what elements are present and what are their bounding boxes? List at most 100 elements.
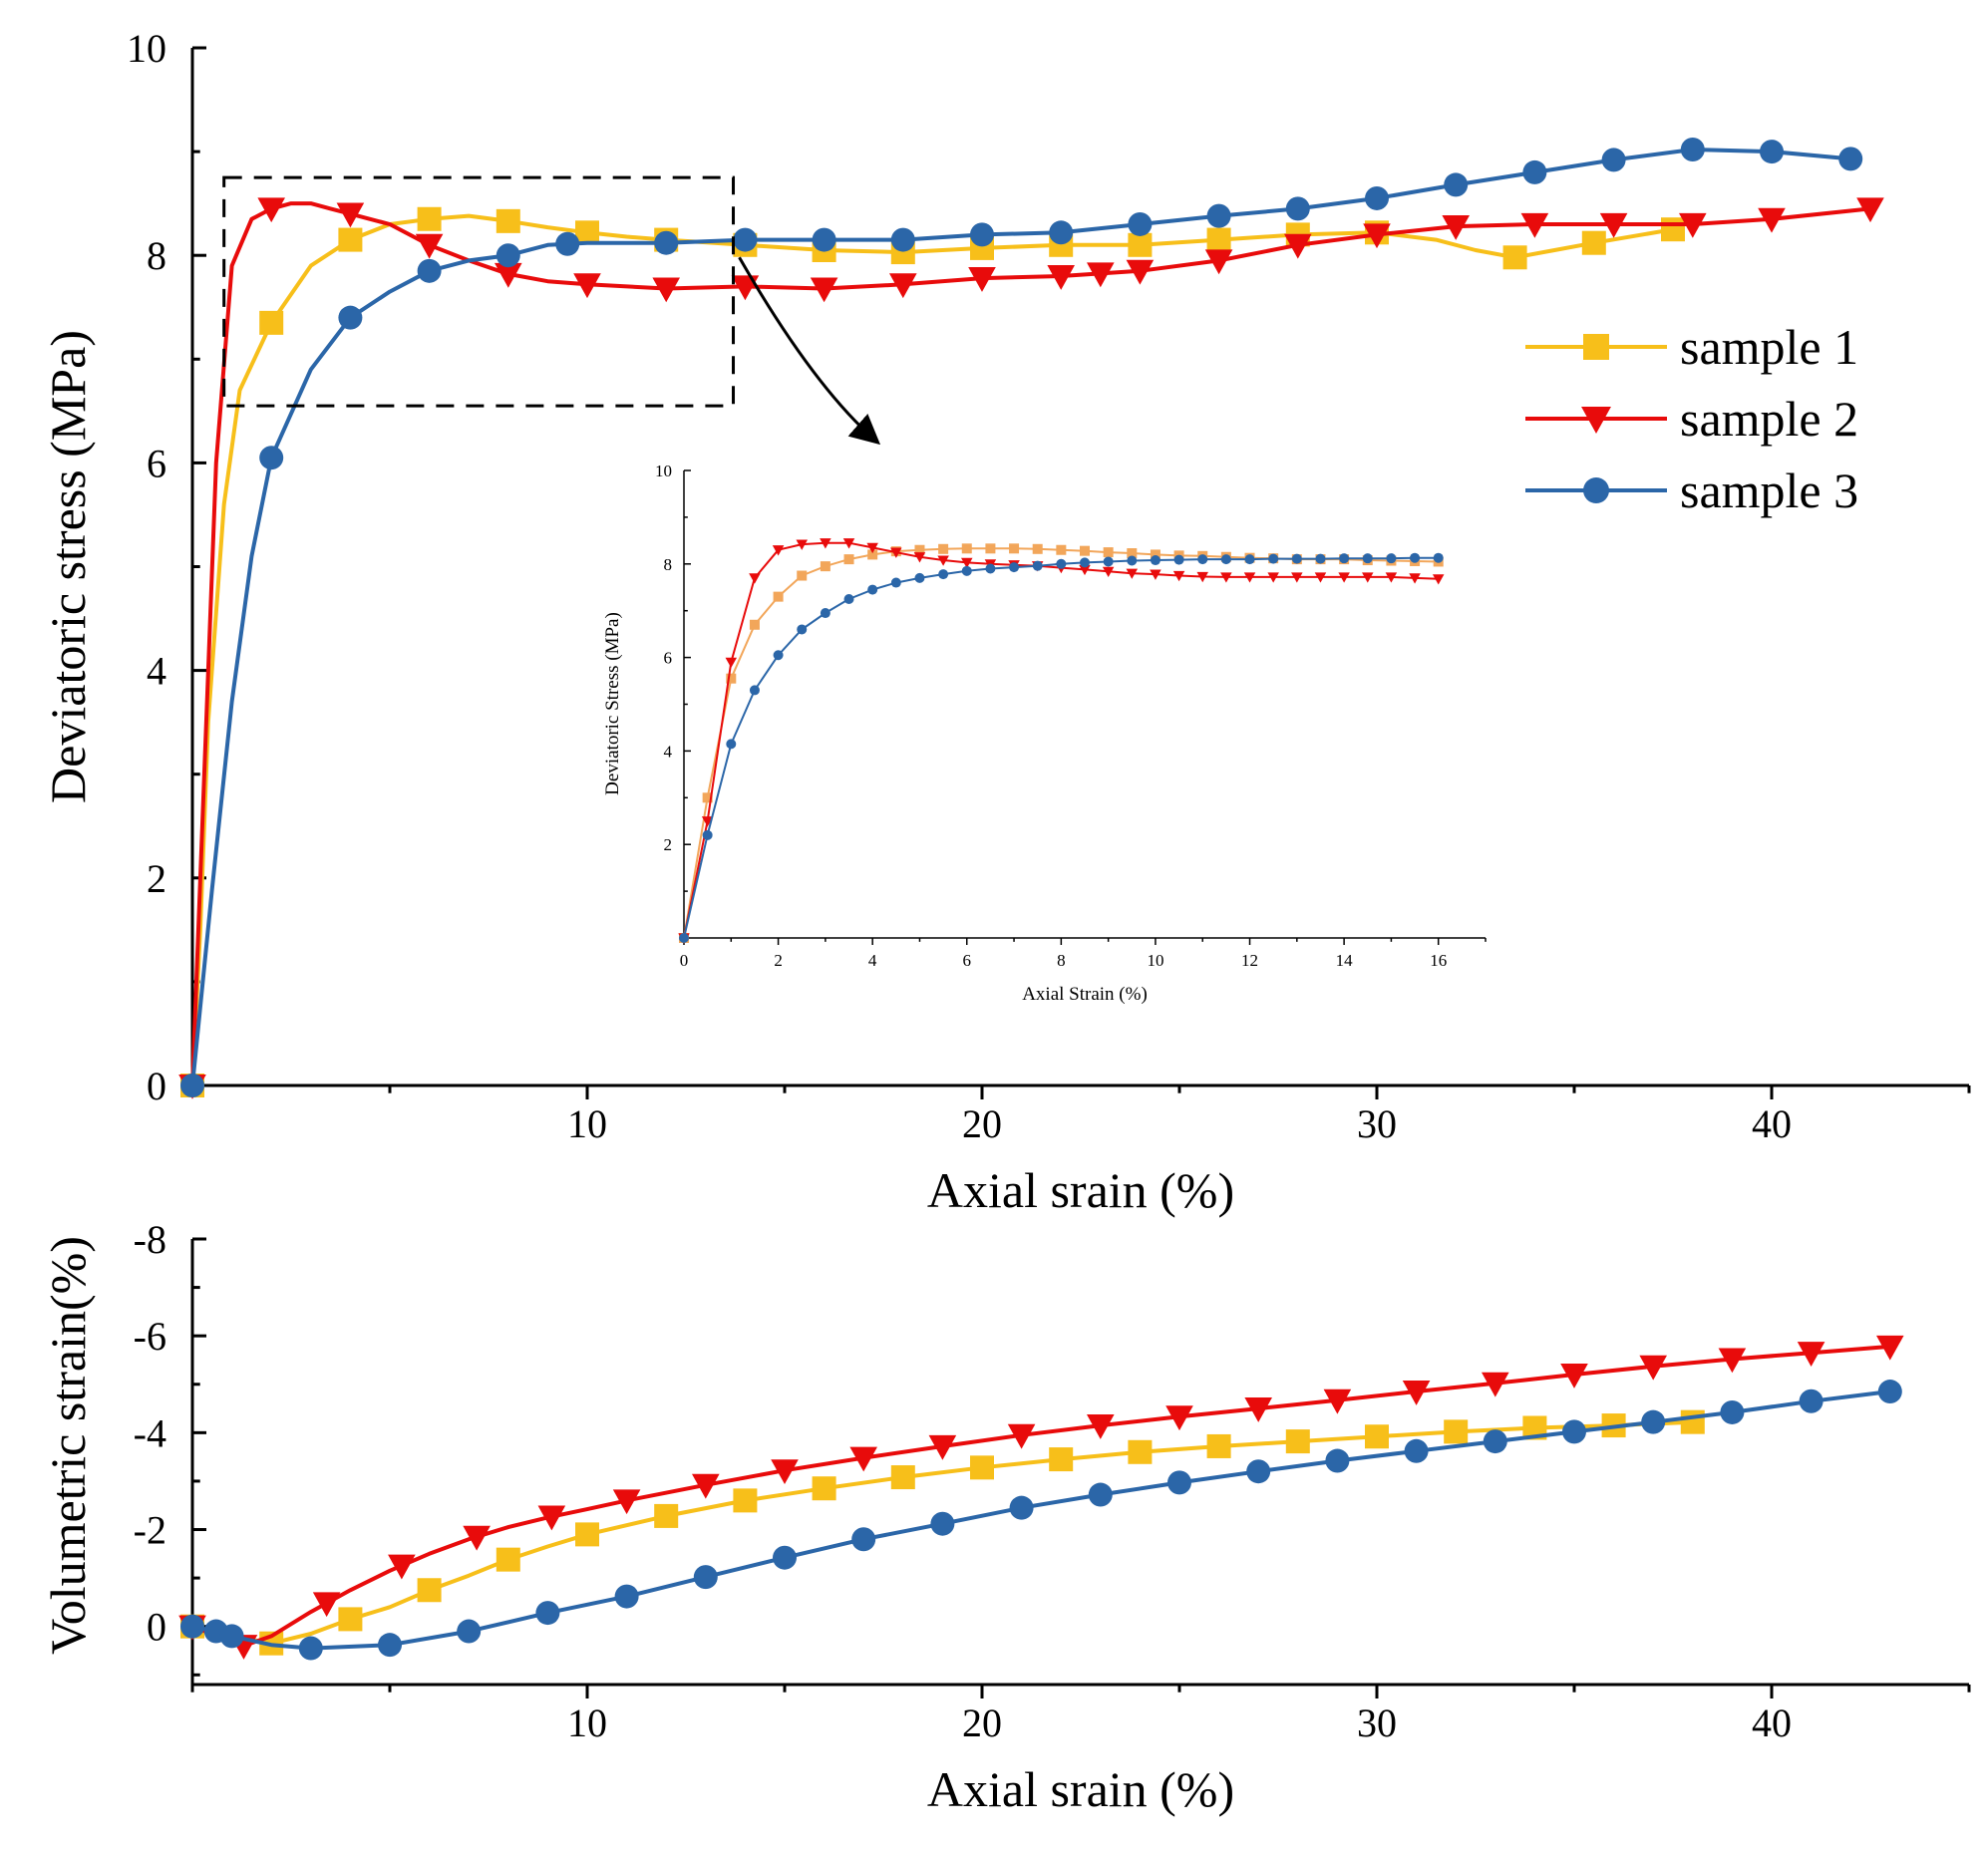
inset-point-sample-2	[1220, 572, 1232, 583]
inset-point-sample-3	[1339, 553, 1350, 564]
inset-point-sample-2	[1314, 572, 1327, 583]
bottom-point-sample-2	[1876, 1335, 1904, 1361]
main-point-sample-2	[1284, 233, 1312, 259]
bottom-point-sample-2	[312, 1592, 341, 1618]
bottom-point-sample-1	[1206, 1433, 1231, 1458]
inset-point-sample-2	[701, 816, 714, 827]
inset-point-sample-1	[1009, 543, 1020, 554]
inset-chart: 0 2 4 6 8 10 12 14 16 2 4 6 8 10 Axial Strain (%) Devia…	[594, 451, 1495, 1018]
inset-point-sample-2	[1243, 572, 1256, 583]
main-y-tick-label: 6	[147, 441, 166, 485]
main-point-sample-3	[812, 227, 836, 252]
bottom-point-sample-2	[388, 1554, 416, 1580]
main-point-sample-2	[1442, 215, 1470, 240]
inset-point-sample-3	[1056, 558, 1067, 569]
main-point-sample-2	[1679, 212, 1707, 238]
inset-y-tick-label: 10	[655, 462, 672, 480]
inset-point-sample-1	[1080, 545, 1090, 556]
main-point-sample-3	[338, 305, 363, 330]
inset-y-tick-label: 6	[664, 649, 673, 668]
inset-point-sample-3	[1386, 553, 1397, 564]
inset-point-sample-3	[1173, 554, 1184, 565]
bottom-point-sample-2	[463, 1525, 491, 1551]
inset-point-sample-2	[866, 542, 878, 554]
inset-point-sample-3	[1362, 553, 1373, 564]
bottom-point-sample-2	[849, 1446, 877, 1472]
inset-y-axis-title: Deviatoric Stress (MPa)	[602, 612, 623, 795]
inset-point-sample-2	[1196, 571, 1208, 583]
main-point-sample-3	[1760, 140, 1784, 164]
bottom-point-sample-3	[1167, 1470, 1191, 1495]
bottom-point-sample-1	[1128, 1439, 1153, 1464]
bottom-y-tick-label: -4	[134, 1410, 166, 1455]
main-point-sample-1	[417, 206, 442, 231]
inset-point-sample-3	[749, 685, 760, 696]
legend-label-sample-2: sample 2	[1680, 391, 1858, 447]
volumetric-chart: 10 20 30 40 -8 -6 -4 -2 0 Axial srain (%) Volumetr…	[40, 1217, 1971, 1817]
inset-point-sample-3	[914, 572, 925, 583]
inset-x-tick-label: 16	[1430, 951, 1447, 970]
main-point-sample-2	[889, 273, 917, 299]
inset-point-sample-2	[1338, 572, 1350, 583]
inset-x-axis-title: Axial Strain (%)	[1022, 984, 1148, 1005]
bottom-point-sample-3	[773, 1545, 797, 1570]
main-point-sample-3	[496, 243, 520, 268]
inset-point-sample-3	[820, 608, 830, 619]
inset-point-sample-1	[1127, 548, 1138, 559]
bottom-point-sample-1	[496, 1547, 520, 1572]
bottom-point-sample-2	[1165, 1405, 1193, 1431]
main-point-sample-2	[495, 262, 522, 288]
inset-point-sample-2	[1172, 570, 1185, 582]
bottom-y-tick-label: -6	[134, 1314, 166, 1359]
inset-point-sample-3	[961, 565, 972, 576]
inset-point-sample-2	[913, 552, 926, 563]
bottom-point-sample-3	[1641, 1409, 1666, 1434]
bottom-y-axis-title: Volumetric strain(%)	[40, 1236, 96, 1655]
bottom-point-sample-3	[1009, 1495, 1034, 1520]
bottom-point-sample-2	[1482, 1372, 1509, 1397]
bottom-point-sample-3	[378, 1633, 402, 1658]
main-point-sample-2	[1856, 197, 1884, 223]
inset-point-sample-1	[843, 554, 854, 565]
bottom-point-sample-3	[1483, 1429, 1507, 1454]
main-point-sample-2	[573, 273, 601, 299]
inset-point-sample-3	[1291, 553, 1302, 564]
inset-point-sample-1	[702, 792, 713, 803]
bottom-point-sample-3	[851, 1527, 876, 1552]
bottom-point-sample-3	[219, 1624, 244, 1649]
inset-point-sample-1	[820, 561, 830, 572]
bottom-series-line-sample-2	[191, 1344, 1890, 1649]
main-y-tick-label: 10	[127, 26, 166, 71]
main-point-sample-1	[496, 208, 520, 233]
main-point-sample-1	[1661, 217, 1685, 242]
main-y-tick-label: 8	[147, 233, 166, 278]
main-point-sample-3	[1049, 220, 1074, 245]
inset-point-sample-3	[1410, 552, 1421, 563]
bottom-y-tick-label: 0	[147, 1605, 166, 1650]
main-point-sample-3	[733, 227, 758, 252]
inset-y-tick-label: 8	[664, 555, 673, 574]
main-x-tick-label: 10	[567, 1101, 607, 1146]
main-point-sample-1	[1502, 245, 1527, 270]
main-point-sample-3	[1601, 148, 1626, 172]
inset-point-sample-2	[937, 555, 949, 566]
main-point-sample-2	[1758, 207, 1786, 233]
inset-point-sample-3	[726, 739, 737, 750]
inset-point-sample-1	[914, 544, 925, 555]
inset-point-sample-2	[1409, 573, 1421, 584]
legend-marker-sample-2	[1581, 407, 1611, 434]
legend-label-sample-3: sample 3	[1680, 463, 1858, 518]
legend: sample 1 sample 2 sample 3	[1525, 319, 1858, 518]
bottom-point-sample-3	[930, 1511, 955, 1536]
zoom-arrow	[738, 256, 881, 446]
inset-point-sample-3	[867, 584, 878, 595]
bottom-point-sample-2	[1560, 1364, 1588, 1389]
inset-point-sample-1	[797, 570, 808, 581]
main-point-sample-2	[1126, 259, 1155, 285]
bottom-point-sample-3	[1325, 1448, 1350, 1473]
main-point-sample-2	[1363, 223, 1391, 249]
inset-point-sample-1	[749, 619, 760, 630]
bottom-x-tick-label: 40	[1752, 1700, 1792, 1745]
main-point-sample-1	[338, 227, 363, 252]
inset-point-sample-2	[1267, 572, 1279, 583]
